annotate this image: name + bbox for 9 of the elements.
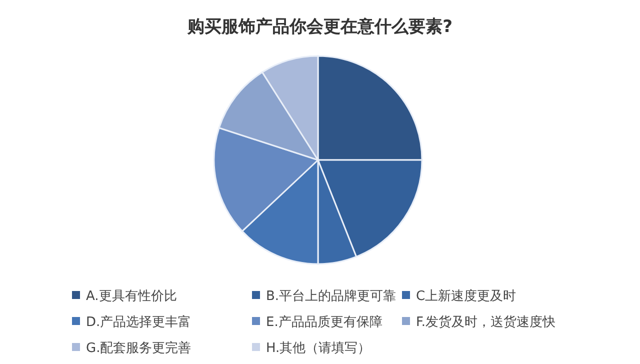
legend-label: C上新速度更及时: [416, 288, 516, 304]
legend-label: E.产品品质更有保障: [266, 315, 382, 330]
legend-label: G.配套服务更完善: [86, 340, 192, 356]
chart-title: 购买服饰产品你会更在意什么要素?: [186, 17, 452, 37]
legend-label: A.更具有性价比: [86, 289, 177, 304]
legend-label: F.发货及时，送货速度快: [416, 314, 556, 330]
legend-label: D.产品选择更丰富: [86, 314, 192, 330]
legend-label: H.其他（请填写）: [266, 341, 371, 356]
legend-label: B.平台上的品牌更可靠: [266, 289, 396, 304]
